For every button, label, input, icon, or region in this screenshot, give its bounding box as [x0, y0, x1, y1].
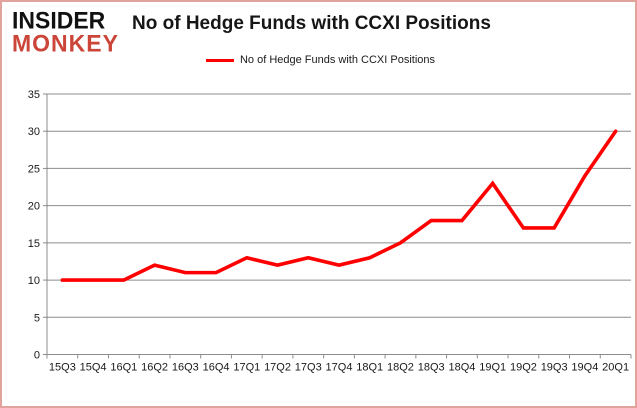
x-tick-label: 19Q2	[510, 362, 537, 374]
x-tick-label: 18Q1	[356, 362, 383, 374]
x-tick-label: 19Q4	[571, 362, 598, 374]
y-tick-label: 15	[28, 238, 40, 250]
x-tick-label: 18Q4	[448, 362, 475, 374]
x-tick-label: 18Q3	[418, 362, 445, 374]
y-tick-label: 0	[34, 350, 40, 362]
legend: No of Hedge Funds with CCXI Positions	[2, 54, 635, 66]
x-tick-label: 17Q4	[326, 362, 353, 374]
x-tick-label: 19Q3	[541, 362, 568, 374]
y-tick-label: 25	[28, 163, 40, 175]
logo-insider-text: INSIDER	[12, 6, 106, 34]
x-tick-label: 19Q1	[479, 362, 506, 374]
x-tick-label: 16Q2	[141, 362, 168, 374]
y-tick-label: 35	[28, 89, 40, 101]
x-tick-label: 16Q3	[172, 362, 199, 374]
x-tick-label: 17Q3	[295, 362, 322, 374]
x-tick-label: 16Q1	[110, 362, 137, 374]
chart-title: No of Hedge Funds with CCXI Positions	[132, 13, 491, 34]
y-tick-label: 20	[28, 201, 40, 213]
legend-line-swatch	[205, 58, 234, 62]
insider-monkey-logo: INSIDER MONKEY	[12, 6, 119, 57]
x-tick-label: 15Q4	[80, 362, 107, 374]
logo-monkey-text: MONKEY	[12, 28, 119, 57]
y-tick-label: 10	[28, 275, 40, 287]
x-tick-label: 16Q4	[203, 362, 230, 374]
y-tick-label: 30	[28, 126, 40, 138]
x-tick-label: 18Q2	[387, 362, 414, 374]
series-line	[60, 129, 618, 282]
legend-label: No of Hedge Funds with CCXI Positions	[239, 54, 436, 66]
x-tick-label: 20Q1	[602, 362, 629, 374]
x-tick-label: 17Q2	[264, 362, 291, 374]
x-tick-label: 15Q3	[49, 362, 76, 374]
x-tick-label: 17Q1	[233, 362, 260, 374]
y-tick-label: 5	[34, 312, 40, 324]
